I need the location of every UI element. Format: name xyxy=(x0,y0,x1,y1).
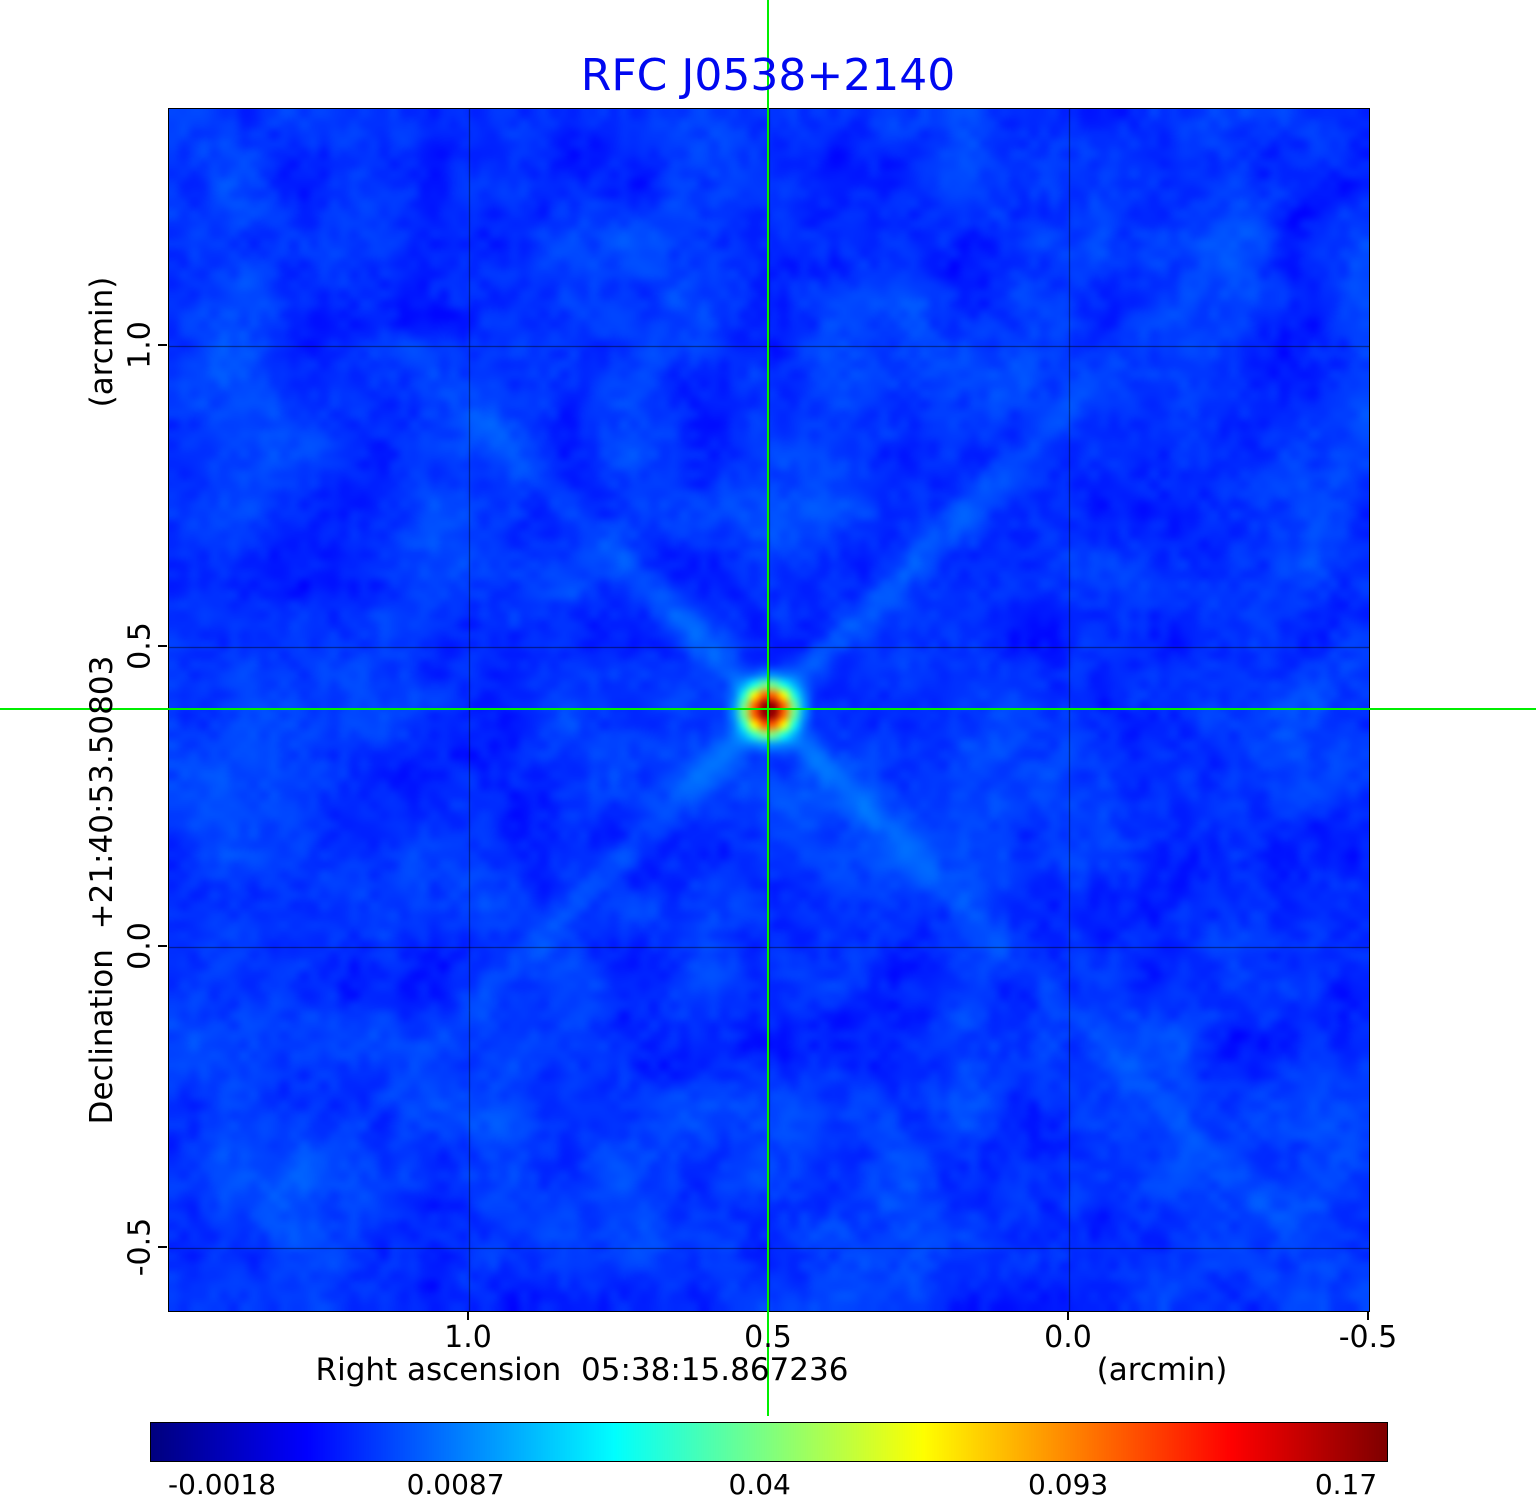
x-tick-label: 0.5 xyxy=(744,1320,792,1355)
tick-mark xyxy=(158,1245,167,1248)
x-axis-unit-label: (arcmin) xyxy=(1096,1352,1228,1388)
tick-mark xyxy=(158,644,167,647)
tick-mark xyxy=(1067,1311,1069,1320)
y-tick-label: 0.5 xyxy=(122,622,158,670)
y-tick-label: -0.5 xyxy=(122,1217,158,1277)
y-axis-title: Declination +21:40:53.50803 xyxy=(84,655,120,1125)
colorbar xyxy=(150,1422,1388,1462)
tick-mark xyxy=(158,344,167,347)
tick-mark xyxy=(158,945,167,948)
x-axis-title: Right ascension 05:38:15.867236 xyxy=(315,1352,849,1388)
tick-mark xyxy=(1367,1311,1369,1320)
tick-mark xyxy=(467,1311,469,1320)
crosshair-vertical-line xyxy=(767,0,769,1416)
x-tick-label: 0.0 xyxy=(1044,1320,1092,1355)
y-tick-label: 1.0 xyxy=(122,321,158,370)
y-tick-label: 0.0 xyxy=(122,922,158,971)
colorbar-tick-label: 0.093 xyxy=(1028,1468,1109,1501)
colorbar-tick-label: -0.0018 xyxy=(167,1468,277,1501)
y-axis-unit-label: (arcmin) xyxy=(84,276,120,408)
colorbar-tick-label: 0.17 xyxy=(1314,1468,1378,1501)
page-title: RFC J0538+2140 xyxy=(580,50,956,101)
x-tick-label: -0.5 xyxy=(1338,1320,1398,1355)
sky-map-heatmap-canvas xyxy=(168,108,1370,1312)
x-tick-label: 1.0 xyxy=(444,1320,492,1355)
colorbar-tick-label: 0.0087 xyxy=(406,1468,505,1501)
colorbar-tick-label: 0.04 xyxy=(728,1468,791,1501)
